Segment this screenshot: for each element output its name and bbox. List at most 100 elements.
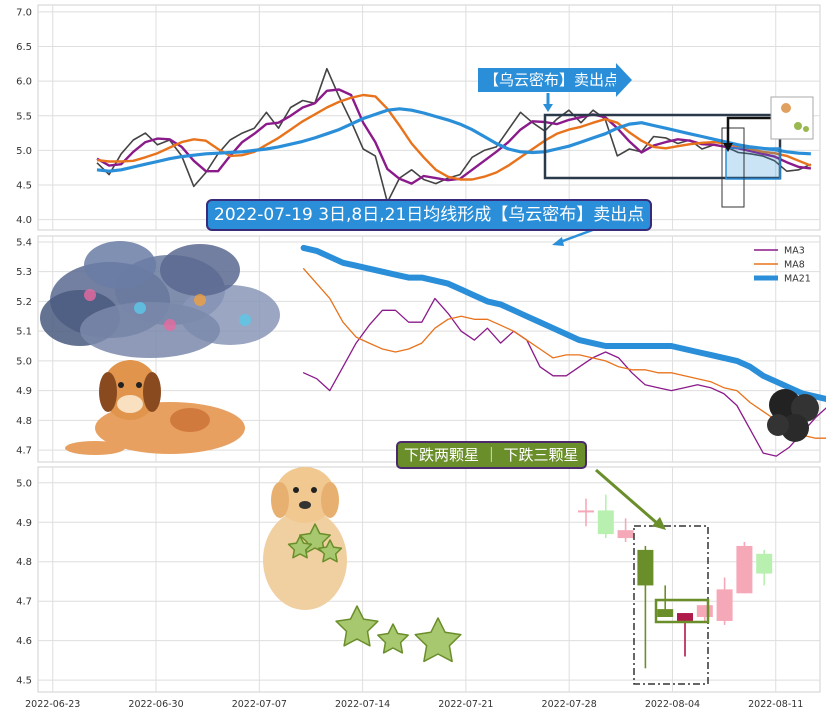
series-line-mid-ma21 [300,244,826,403]
y-tick-label: 4.5 [16,676,32,687]
candlestick [677,613,693,657]
x-tick-label: 2022-07-14 [335,699,390,710]
dog-ear [321,482,339,518]
y-tick-label: 4.6 [16,636,32,647]
y-tick-label: 5.2 [16,297,32,308]
highlight-box-candle [721,127,745,208]
candle-body [736,545,753,594]
arrow-down-icon [543,104,553,112]
y-tick-label: 5.3 [16,267,32,278]
pattern-inner-box [654,598,710,624]
y-tick-label: 7.0 [16,7,32,18]
dog-head [102,360,158,420]
thumbnail-star-icon [803,126,809,132]
cloud-puff [160,244,240,296]
star-icon [377,623,409,654]
highlight-box-inner [725,147,781,180]
y-tick-label: 5.0 [16,146,32,157]
dog-nose [299,501,311,509]
x-tick-label: 2022-07-28 [542,699,597,710]
series-line-mid-ma8 [302,268,826,439]
candle-body [578,510,594,513]
candle-body [617,530,634,539]
dog-paw [65,441,125,455]
y-tick-label: 4.8 [16,557,32,568]
x-tick-label: 2022-06-30 [128,699,183,710]
y-tick-label: 6.0 [16,77,32,88]
dog-ear [99,372,117,412]
y-tick-label: 5.0 [16,478,32,489]
candlestick [597,494,614,539]
arrow-right-icon [616,63,632,97]
candlestick [578,498,594,527]
legend-label-ma8: MA8 [784,260,805,271]
y-tick-label: 6.5 [16,42,32,53]
candlestick [617,518,634,542]
connector-line [726,116,772,148]
arrow-icon [652,517,666,530]
cloud-color-dot [134,302,146,314]
dog-eye [311,487,317,493]
candle-body [597,510,614,535]
series-line-top-ma8 [96,93,812,181]
dog-muzzle [117,395,143,413]
dog-ear [271,482,289,518]
dog-lying-illustration [65,360,245,455]
y-tick-label: 4.5 [16,181,32,192]
thumbnail-dog-icon [781,103,791,113]
dog-eye [136,382,142,388]
candle-body [696,605,713,617]
dog-ear [143,372,161,412]
y-tick-label: 5.4 [16,237,32,248]
candlestick [637,545,654,669]
arrow-down-icon [723,143,733,152]
y-tick-label: 4.9 [16,386,32,397]
dog-sitting-illustration [263,467,462,663]
x-tick-label: 2022-08-11 [748,699,803,710]
star-icon [414,617,462,663]
series-line-top-ma3 [96,88,812,185]
y-tick-label: 4.9 [16,518,32,529]
y-tick-label: 5.0 [16,356,32,367]
arrow-icon [552,237,564,246]
dog-head [275,467,335,523]
pattern-callout-label: 下跌两颗星 ｜ 下跌三颗星 [396,441,587,469]
cloud-puff [80,302,220,358]
cloud-color-dot [239,314,251,326]
thumbnail-star-icon [794,122,802,130]
dog-eye [293,487,299,493]
y-tick-label: 5.5 [16,111,32,122]
candle-body [756,553,773,574]
cloud-color-dot [194,294,206,306]
candlestick [716,577,733,625]
candle-body [677,613,693,621]
cloud-puff [767,414,789,436]
candlestick [756,549,773,586]
star-icon [317,539,343,563]
candle-body [637,549,654,586]
legend-label-ma3: MA3 [784,246,805,257]
storm-cloud-illustration [40,241,280,358]
candle-body [657,609,674,617]
thumbnail-frame [770,96,814,140]
x-tick-label: 2022-07-07 [232,699,287,710]
star-icon [335,605,379,647]
star-icon [287,535,313,559]
series-line-top-ma21 [96,107,811,173]
y-tick-label: 5.1 [16,327,32,338]
x-tick-label: 2022-06-23 [25,699,80,710]
y-tick-label: 4.7 [16,446,32,457]
y-tick-label: 4.0 [16,215,32,226]
cloud-puff [84,241,156,289]
dark-cloud-icon [767,389,819,442]
candlestick [696,605,713,621]
candlestick [736,542,753,594]
panel-frame-top [37,4,821,231]
cloud-color-dot [164,319,176,331]
main-callout-label: 2022-07-19 3日,8日,21日均线形成【乌云密布】卖出点 [206,199,653,231]
highlight-box [543,113,782,180]
y-tick-label: 4.8 [16,416,32,427]
candle-body [716,589,733,621]
x-tick-label: 2022-08-04 [645,699,700,710]
